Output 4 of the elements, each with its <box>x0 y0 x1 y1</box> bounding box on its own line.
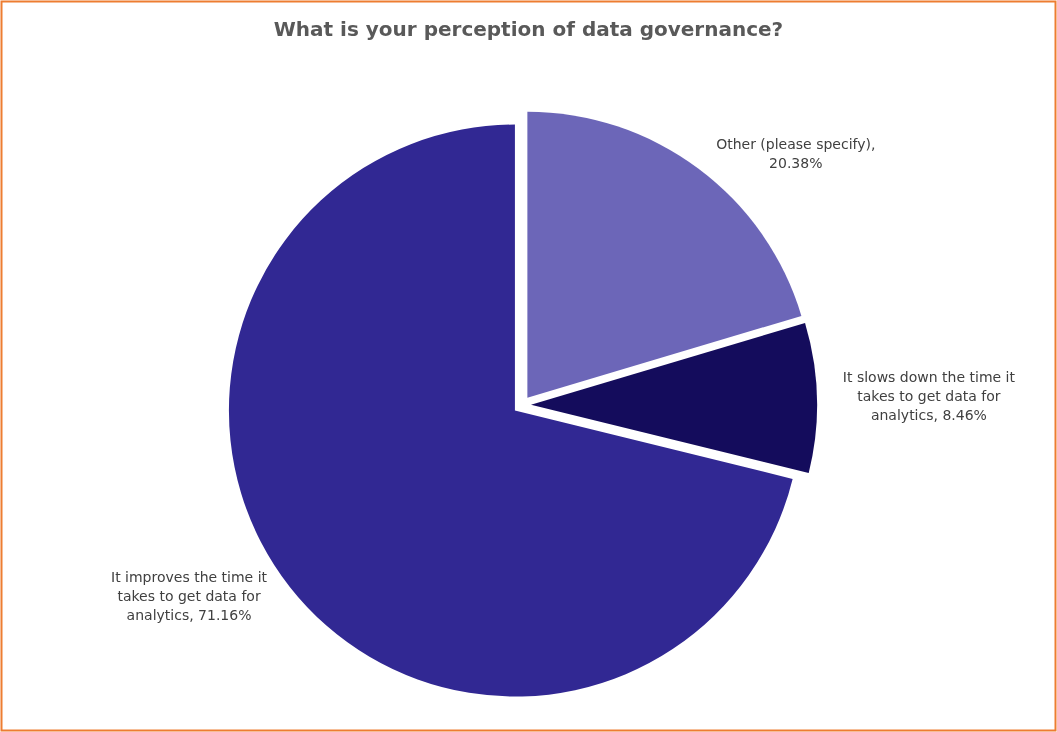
slice-label: It improves the time it takes to get data for analytics, 71.16% <box>111 569 268 624</box>
chart-title: What is your perception of data governance? <box>273 17 784 41</box>
slice-label: Other (please specify), 20.38% <box>716 136 876 172</box>
slice-label: It slows down the time it takes to get data for analytics, 8.46% <box>842 369 1016 424</box>
